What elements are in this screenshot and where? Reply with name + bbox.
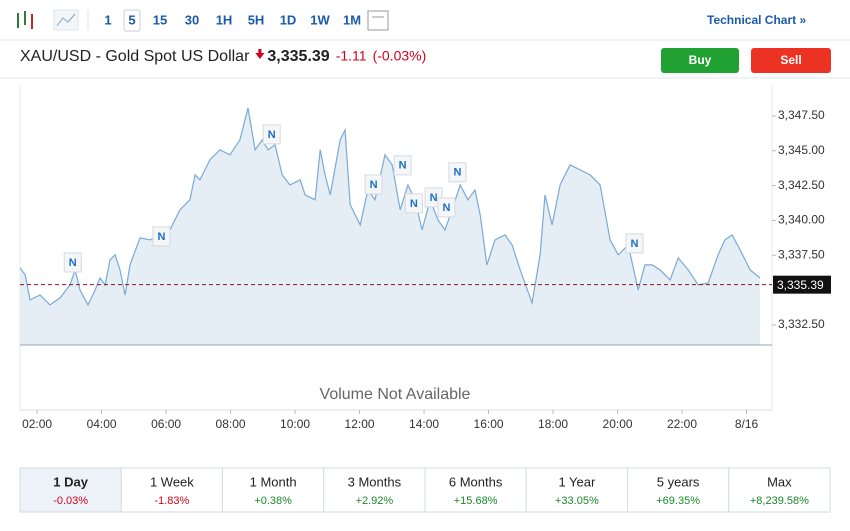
instrument-title: XAU/USD - Gold Spot US Dollar bbox=[20, 48, 250, 65]
period-cell[interactable] bbox=[120, 467, 223, 513]
x-tick-label: 02:00 bbox=[22, 417, 52, 431]
price-change-percent: (-0.03%) bbox=[373, 48, 427, 64]
news-marker-label[interactable]: N bbox=[157, 231, 165, 243]
period-change[interactable]: +0.38% bbox=[254, 495, 292, 507]
interval-button[interactable]: 5 bbox=[128, 12, 135, 27]
sell-label[interactable]: Sell bbox=[780, 53, 801, 67]
buy-label[interactable]: Buy bbox=[689, 53, 712, 67]
y-tick-label: 3,347.50 bbox=[778, 108, 825, 122]
y-tick-label: 3,332.50 bbox=[778, 317, 825, 331]
period-cell[interactable] bbox=[627, 467, 730, 513]
y-tick-label: 3,337.50 bbox=[778, 247, 825, 261]
interval-button[interactable]: 1M bbox=[343, 12, 361, 27]
y-tick-label: 3,342.50 bbox=[778, 178, 825, 192]
news-marker[interactable] bbox=[262, 124, 281, 145]
x-tick-label: 10:00 bbox=[280, 417, 310, 431]
technical-chart-link[interactable]: Technical Chart » bbox=[707, 13, 806, 27]
news-marker[interactable] bbox=[448, 162, 467, 183]
sell-button[interactable] bbox=[751, 48, 831, 73]
news-marker-label[interactable]: N bbox=[410, 198, 418, 210]
x-tick-label: 8/16 bbox=[735, 417, 759, 431]
period-change[interactable]: +15.68% bbox=[454, 495, 498, 507]
news-marker[interactable] bbox=[364, 174, 383, 195]
x-tick-label: 04:00 bbox=[87, 417, 117, 431]
x-tick-label: 22:00 bbox=[667, 417, 697, 431]
x-tick-label: 12:00 bbox=[345, 417, 375, 431]
period-label[interactable]: 1 Week bbox=[150, 474, 194, 489]
current-price-label: 3,335.39 bbox=[777, 278, 824, 292]
news-marker-label[interactable]: N bbox=[631, 238, 639, 250]
interval-button[interactable]: 1 bbox=[104, 12, 111, 27]
period-cell[interactable] bbox=[424, 467, 527, 513]
news-marker[interactable] bbox=[63, 252, 82, 273]
news-marker[interactable] bbox=[625, 233, 644, 254]
news-marker[interactable] bbox=[393, 155, 412, 176]
current-price-box bbox=[773, 275, 831, 294]
price-area bbox=[20, 107, 761, 346]
interval-button[interactable]: 15 bbox=[153, 12, 167, 27]
price-change: -1.11 bbox=[336, 48, 367, 64]
period-change[interactable]: -1.83% bbox=[154, 495, 189, 507]
news-marker-label[interactable]: N bbox=[69, 257, 77, 269]
period-label[interactable]: 1 Year bbox=[558, 474, 596, 489]
period-change[interactable]: +2.92% bbox=[356, 495, 394, 507]
news-marker[interactable] bbox=[437, 197, 456, 218]
news-marker[interactable] bbox=[152, 226, 171, 247]
news-marker-label[interactable]: N bbox=[268, 129, 276, 141]
price: 3,335.39 bbox=[267, 48, 329, 65]
x-tick-label: 06:00 bbox=[151, 417, 181, 431]
interval-button[interactable]: 1H bbox=[216, 12, 233, 27]
area-icon-line bbox=[56, 13, 76, 27]
period-label[interactable]: 1 Month bbox=[250, 474, 297, 489]
x-tick-label: 16:00 bbox=[474, 417, 504, 431]
x-tick-label: 08:00 bbox=[216, 417, 246, 431]
period-label[interactable]: 5 years bbox=[657, 474, 700, 489]
period-label[interactable]: 3 Months bbox=[348, 474, 402, 489]
volume-note: Volume Not Available bbox=[320, 386, 471, 403]
period-change[interactable]: +33.05% bbox=[555, 495, 599, 507]
news-marker-label[interactable]: N bbox=[399, 160, 407, 172]
period-change[interactable]: +8,239.58% bbox=[750, 495, 809, 507]
period-change[interactable]: -0.03% bbox=[53, 495, 88, 507]
x-tick-label: 18:00 bbox=[538, 417, 568, 431]
news-marker-label[interactable]: N bbox=[430, 192, 438, 204]
news-marker-label[interactable]: N bbox=[370, 179, 378, 191]
x-tick-label: 20:00 bbox=[603, 417, 633, 431]
news-marker-label[interactable]: N bbox=[453, 167, 461, 179]
period-label[interactable]: 1 Day bbox=[53, 474, 88, 489]
y-tick-label: 3,340.00 bbox=[778, 213, 825, 227]
period-label[interactable]: Max bbox=[767, 474, 792, 489]
period-cell[interactable] bbox=[19, 467, 122, 513]
selected-interval-box bbox=[123, 9, 141, 32]
period-label[interactable]: 6 Months bbox=[449, 474, 503, 489]
buy-button[interactable] bbox=[661, 48, 739, 73]
period-cell[interactable] bbox=[728, 467, 831, 513]
interval-button[interactable]: 30 bbox=[185, 12, 199, 27]
settings-icon[interactable] bbox=[367, 10, 389, 31]
interval-button[interactable]: 1D bbox=[280, 12, 297, 27]
x-tick-label: 14:00 bbox=[409, 417, 439, 431]
interval-button[interactable]: 1W bbox=[310, 12, 330, 27]
interval-button[interactable]: 5H bbox=[248, 12, 265, 27]
news-marker-label[interactable]: N bbox=[443, 202, 451, 214]
period-change[interactable]: +69.35% bbox=[656, 495, 700, 507]
down-arrow bbox=[255, 49, 265, 59]
news-marker[interactable] bbox=[404, 193, 423, 214]
candle-icon[interactable] bbox=[17, 11, 33, 29]
y-tick-label: 3,345.00 bbox=[778, 143, 825, 157]
